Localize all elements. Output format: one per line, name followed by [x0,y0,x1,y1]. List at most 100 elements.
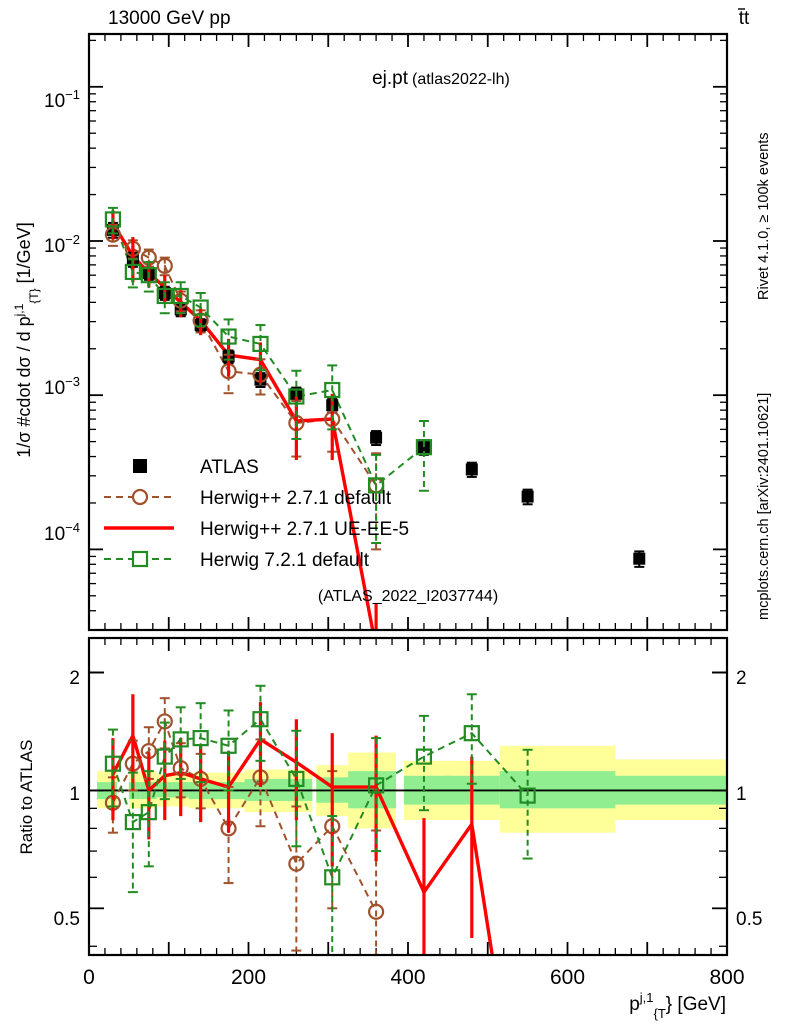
marker-square-open [140,804,157,821]
header-process-label: tt [739,8,750,29]
marker-square-filled [370,431,383,444]
marker-square-open [368,777,385,794]
legend-entry-2: Herwig++ 2.7.1 UE-EE-5 [104,519,409,540]
marker-square-open [140,267,157,284]
legend-label: Herwig++ 2.7.1 default [200,488,392,509]
header-process: tt [738,8,750,29]
main-ytick-0: 10−1 [44,87,80,112]
ratio-ytick-labels: 2 1 0.5 2 1 0.5 [54,668,763,930]
ratio-ytick-05-right: 0.5 [736,909,762,930]
marker-circle-open [288,855,305,872]
main-ytick-labels: 10−1 10−2 10−3 10−4 [44,87,80,545]
marker-square-open [288,770,305,788]
main-ytick-1: 10−2 [44,232,80,257]
marker-square-open [324,869,341,886]
legend-marker-square-filled [133,459,147,473]
sidenote-rivet: Rivet 4.1.0, ≥ 100k events [756,132,772,300]
ratio-uncertainty-bands [89,745,727,833]
marker-square-open [124,263,141,281]
x-tick-label-0: 0 [83,966,95,989]
main-ylabel-text: 1/σ #cdot dσ / d pj,1{T} [1/GeV] [12,222,41,457]
x-tick-label-600: 600 [550,966,585,989]
ratio-ytick-2-right: 2 [736,668,747,689]
ratio-series-line-herwig-7-2-1-default [111,717,529,880]
ratio-ylabel-text: Ratio to ATLAS [17,740,36,855]
xlabel-tail: } [GeV] [666,994,726,1015]
dataset-watermark: (ATLAS_2022_I2037744) [318,588,498,605]
plot-title-main: ej.pt [372,68,409,89]
marker-square-open [324,381,341,399]
marker-square-open [172,287,189,305]
series-herwig-7-2-1-default [104,206,433,544]
main-ylabel: 1/σ #cdot dσ / d pj,1{T} [1/GeV] [12,222,41,457]
ratio-ytick-2-left: 2 [69,668,80,689]
legend-marker-square-open [131,550,149,568]
marker-circle-open [368,903,385,920]
xaxis-tick-labels: 0 200 400 600 800 [83,966,744,989]
xlabel-sub: {T [654,1006,666,1021]
marker-square-filled [521,490,534,503]
main-ytick-3: 10−4 [44,520,80,545]
ratio-series-line-herwig-2-7-1-ue-ee-5 [111,731,494,955]
marker-square-open [220,737,237,754]
ratio-panel: Ratio to ATLAS 2 1 0.5 2 1 0.5 [17,636,763,957]
x-tick-label-200: 200 [231,966,266,989]
marker-square-open [124,814,141,831]
legend: ATLAS Herwig++ 2.7.1 default Herwig++ 2.7.… [104,457,409,571]
ylabel-sub: {T} [27,288,41,303]
main-ytick-2: 10−3 [44,374,80,399]
plot-title-sub: (atlas2022-lh) [412,71,510,88]
marker-square-open [192,299,209,316]
xlabel-base: p [629,994,640,1015]
x-tick-label-800: 800 [709,966,744,989]
marker-square-filled [465,463,478,476]
marker-square-open [252,335,269,353]
header-beam: 13000 GeV pp [108,8,231,29]
legend-label: Herwig++ 2.7.1 UE-EE-5 [200,519,409,540]
legend-label: ATLAS [200,457,259,478]
ylabel-sup: j,1 [12,303,26,317]
x-tick-label-400: 400 [390,966,425,989]
xlabel-sup: j,1 [639,990,654,1005]
xaxis-label: pj,1{T} [GeV] [629,990,726,1021]
series-line-herwig-2-7-1-ue-ee-5 [111,222,375,630]
ratio-series-herwig-7-2-1-default [104,684,536,955]
marker-square-open [415,748,433,765]
marker-square-open [252,711,269,728]
marker-square-open [104,211,122,228]
legend-marker-circle-open [131,488,149,506]
ratio-ytick-1-right: 1 [736,784,747,805]
legend-entry-3: Herwig 7.2.1 default [104,550,370,571]
marker-square-open [463,725,480,742]
main-panel-frame [87,32,729,632]
main-axis-ticks [88,34,728,631]
marker-square-open [519,787,536,804]
ylabel-base: 1/σ #cdot dσ / d p [14,316,34,457]
sidenote-mcplots: mcplots.cern.ch [arXiv:2401.10621] [756,393,772,620]
ratio-panel-frame [87,636,729,957]
marker-square-open [104,755,122,772]
series-line-herwig-7-2-1-default [111,219,425,487]
marker-circle-open [156,257,173,274]
marker-square-open [172,731,189,748]
marker-square-open [156,287,173,305]
marker-square-open [156,748,173,765]
main-panel: ej.pt (atlas2022-lh) 1/σ #cdot dσ / d pj… [12,32,729,632]
ratio-ytick-1-left: 1 [69,784,80,805]
ylabel-unit: [1/GeV] [14,222,34,283]
marker-square-open [415,439,433,456]
legend-label: Herwig 7.2.1 default [200,550,370,571]
ratio-ylabel: Ratio to ATLAS [17,740,36,855]
marker-square-open [368,477,385,494]
marker-square-open [192,730,209,747]
legend-entry-1: Herwig++ 2.7.1 default [104,488,392,509]
main-data-layer [104,206,646,630]
legend-entry-0: ATLAS [133,457,259,478]
marker-square-filled [633,552,646,565]
ratio-data-layer [104,684,536,955]
marker-square-open [288,388,305,405]
marker-square-filled [417,441,430,454]
marker-square-open [220,328,237,345]
